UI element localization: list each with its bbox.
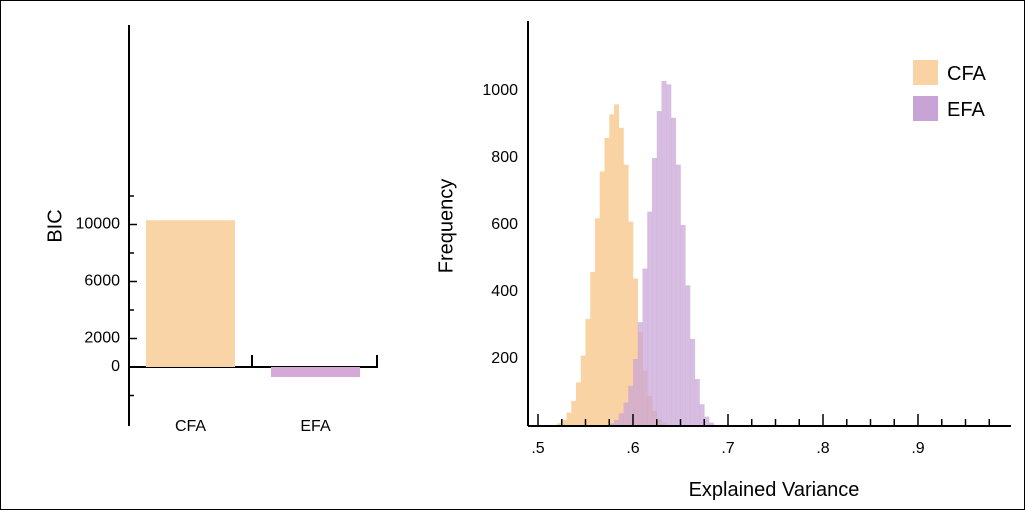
hist-bar-cfa [557,423,563,426]
legend-swatch-cfa [913,60,938,85]
hist-bar-cfa [590,271,596,426]
hist-bar-cfa [614,104,620,427]
bar-efa [271,367,360,377]
legend-label-cfa: CFA [947,63,987,85]
hist-bar-efa [704,416,710,426]
hist-bar-cfa [561,419,567,426]
hist-bar-efa [633,359,639,426]
hist-bar-cfa [604,137,610,426]
hist-bar-efa [685,285,691,426]
hist-bar-efa [709,422,715,426]
hist-bar-cfa [609,114,615,426]
legend-label-efa: EFA [947,99,985,121]
hist-x-ticks: .5 .6 .7 .8 .9 [531,414,990,457]
histogram-chart: 200 400 600 800 1000 .5 .6 .7 .8 .9 Frequency Ex… [435,21,1011,501]
histogram-bars [552,80,719,427]
bic-x-tick-labels: CFA EFA [175,418,331,435]
hist-y-tick-label: 200 [491,350,518,367]
bic-x-tick-label: CFA [175,418,206,435]
hist-bar-cfa [576,382,582,426]
hist-bar-efa [642,268,648,426]
bic-y-tick-label: 2000 [84,330,120,347]
hist-y-tick-label: 1000 [482,82,518,99]
hist-bar-cfa [580,355,586,426]
legend-swatch-efa [913,96,938,121]
hist-bar-efa [614,419,620,426]
hist-bar-cfa [566,412,572,426]
hist-bar-efa [661,80,667,426]
bic-y-tick-label: 0 [111,358,120,375]
bic-y-tick-label: 10000 [76,216,121,233]
hist-y-tick-label: 600 [491,216,518,233]
bic-chart: 0 2000 6000 10000 CFA EFA BIC [44,25,378,435]
hist-x-tick-label: .6 [626,440,639,457]
bic-category-separators [251,355,378,367]
legend: CFA EFA [913,60,987,121]
hist-y-axis-title: Frequency [435,179,457,274]
hist-bar-efa [609,423,615,426]
hist-y-ticks: 200 400 600 800 1000 [482,82,518,367]
hist-bar-efa [656,111,662,426]
hist-bar-efa [652,158,658,426]
hist-y-tick-label: 400 [491,283,518,300]
hist-bar-efa [666,84,672,427]
hist-bar-cfa [628,221,634,426]
hist-bar-efa [671,117,677,427]
hist-bar-efa [699,404,705,426]
hist-bar-efa [628,385,634,426]
bic-y-axis-title: BIC [44,209,66,242]
hist-bar-efa [680,225,686,426]
bic-x-tick-label: EFA [300,418,331,435]
hist-bar-cfa [571,400,577,426]
bic-y-tick-label: 6000 [84,273,120,290]
bic-bars [146,220,360,377]
hist-bar-cfa [623,164,629,426]
bar-cfa [146,220,235,367]
hist-bar-efa [694,379,700,426]
bic-minor-ticks [129,195,134,397]
hist-bar-cfa [585,318,591,426]
hist-bar-cfa [618,127,624,426]
hist-x-tick-label: .9 [911,440,924,457]
hist-x-axis-title: Explained Variance [689,479,860,501]
hist-y-tick-label: 800 [491,149,518,166]
hist-x-tick-label: .8 [816,440,829,457]
hist-bar-cfa [633,278,639,426]
hist-bar-efa [618,413,624,426]
hist-x-tick-label: .5 [531,440,544,457]
hist-bar-efa [647,211,653,426]
hist-bar-efa [623,402,629,426]
hist-bar-cfa [599,171,605,426]
hist-bar-efa [690,338,696,426]
hist-bar-efa [637,322,643,426]
hist-x-tick-label: .7 [721,440,734,457]
hist-bar-efa [675,164,681,426]
hist-bar-cfa [595,218,601,426]
bic-y-ticks: 0 2000 6000 10000 [76,216,137,375]
